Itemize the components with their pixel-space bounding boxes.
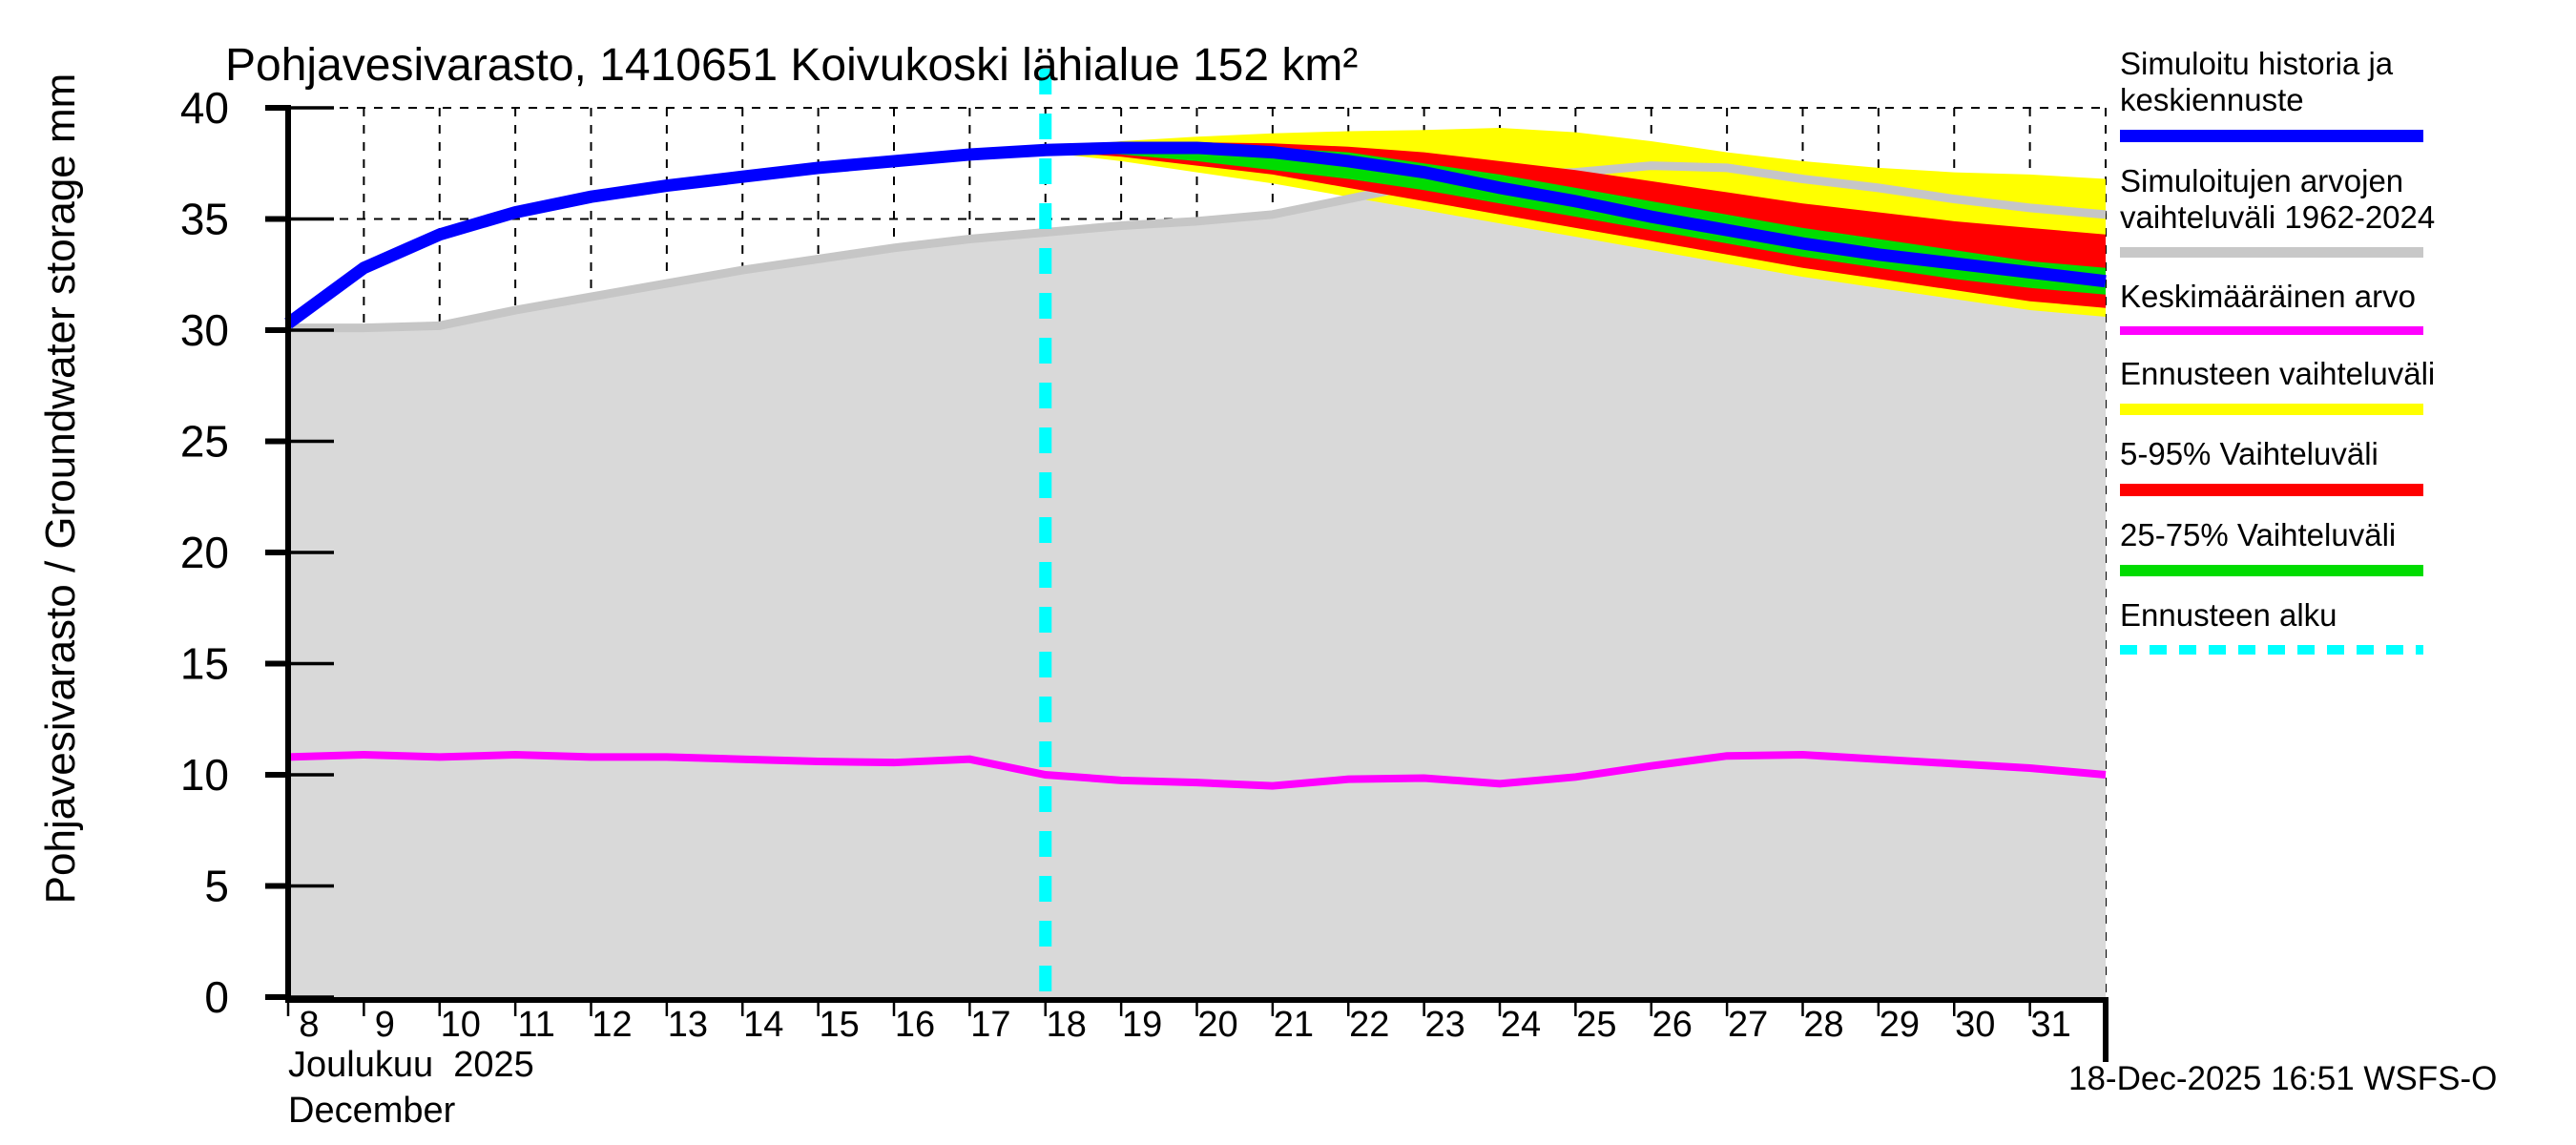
legend-swatch xyxy=(2120,130,2423,142)
y-tick-label: 30 xyxy=(180,305,229,355)
y-tick-label: 10 xyxy=(180,750,229,800)
legend-swatch xyxy=(2120,326,2423,335)
legend-item-label: Simuloitu historia ja xyxy=(2120,46,2394,81)
band-5-95-red xyxy=(1045,142,2106,308)
simulated-history-mean-forecast-line xyxy=(284,141,2107,329)
x-tick-label: 16 xyxy=(895,1005,935,1045)
legend-item-label: Simuloitujen arvojen xyxy=(2120,163,2403,198)
x-tick-labels: 8 9 10 11 12 13 14 15 16 17 18 19 20 21 22 23 24 25 26 27 28… xyxy=(299,1005,2070,1045)
legend-swatch xyxy=(2120,565,2423,576)
simulated-range-area xyxy=(288,165,2106,997)
x-tick-label: 14 xyxy=(743,1005,783,1045)
chart-title: Pohjavesivarasto, 1410651 Koivukoski läh… xyxy=(225,40,1358,91)
x-tick-label: 8 xyxy=(299,1005,319,1045)
x-tick-label: 27 xyxy=(1728,1005,1768,1045)
mean-value-line xyxy=(287,751,2107,790)
x-axis-month-finnish: Joulukuu 2025 xyxy=(288,1045,534,1085)
x-tick-label: 22 xyxy=(1349,1005,1389,1045)
y-tick-label: 40 xyxy=(180,83,229,133)
x-tick-label: 20 xyxy=(1197,1005,1237,1045)
x-tick-label: 12 xyxy=(592,1005,632,1045)
x-tick-label: 26 xyxy=(1652,1005,1693,1045)
timestamp: 18-Dec-2025 16:51 WSFS-O xyxy=(2068,1060,2497,1097)
axes xyxy=(265,105,2109,1062)
x-tick-label: 10 xyxy=(441,1005,481,1045)
x-tick-label: 21 xyxy=(1274,1005,1314,1045)
legend-item-label: keskiennuste xyxy=(2120,82,2304,117)
x-tick-label: 23 xyxy=(1424,1005,1465,1045)
x-tick-label: 9 xyxy=(375,1005,395,1045)
y-tick-label: 25 xyxy=(180,417,229,467)
x-tick-label: 19 xyxy=(1122,1005,1162,1045)
x-tick-label: 28 xyxy=(1803,1005,1843,1045)
plot-series xyxy=(284,69,2107,997)
x-tick-label: 11 xyxy=(517,1005,554,1045)
legend-item-label: Keskimääräinen arvo xyxy=(2120,279,2416,314)
legend-item-label: vaihteluväli 1962-2024 xyxy=(2120,199,2435,235)
legend-item-label: 5-95% Vaihteluväli xyxy=(2120,436,2379,471)
x-tick-label: 25 xyxy=(1576,1005,1616,1045)
legend-item-label: 25-75% Vaihteluväli xyxy=(2120,517,2396,552)
x-tick-label: 24 xyxy=(1501,1005,1541,1045)
x-tick-label: 31 xyxy=(2030,1005,2070,1045)
x-tick-label: 15 xyxy=(819,1005,859,1045)
y-tick-label: 35 xyxy=(180,195,229,244)
y-tick-labels: 0 5 10 15 20 25 30 35 40 xyxy=(180,83,229,1022)
x-axis-month-english: December xyxy=(288,1091,456,1131)
y-tick-label: 15 xyxy=(180,639,229,689)
legend-item-label: Ennusteen vaihteluväli xyxy=(2120,356,2435,391)
x-tick-label: 18 xyxy=(1047,1005,1087,1045)
x-tick-label: 13 xyxy=(668,1005,708,1045)
legend-swatch xyxy=(2120,404,2423,415)
y-tick-label: 20 xyxy=(180,528,229,577)
y-tick-label: 5 xyxy=(204,862,229,911)
x-tick-label: 30 xyxy=(1955,1005,1995,1045)
x-tick-label: 17 xyxy=(970,1005,1010,1045)
legend-swatch xyxy=(2120,247,2423,258)
y-tick-label: 0 xyxy=(204,972,229,1022)
legend-swatch xyxy=(2120,484,2423,496)
band-25-75-green xyxy=(1045,145,2106,295)
simulated-range-top-line xyxy=(288,161,2107,333)
y-axis-label: Pohjavesivarasto / Groundwater storage m… xyxy=(37,73,84,905)
legend-item-label: Ennusteen alku xyxy=(2120,597,2337,633)
x-tick-label: 29 xyxy=(1880,1005,1920,1045)
